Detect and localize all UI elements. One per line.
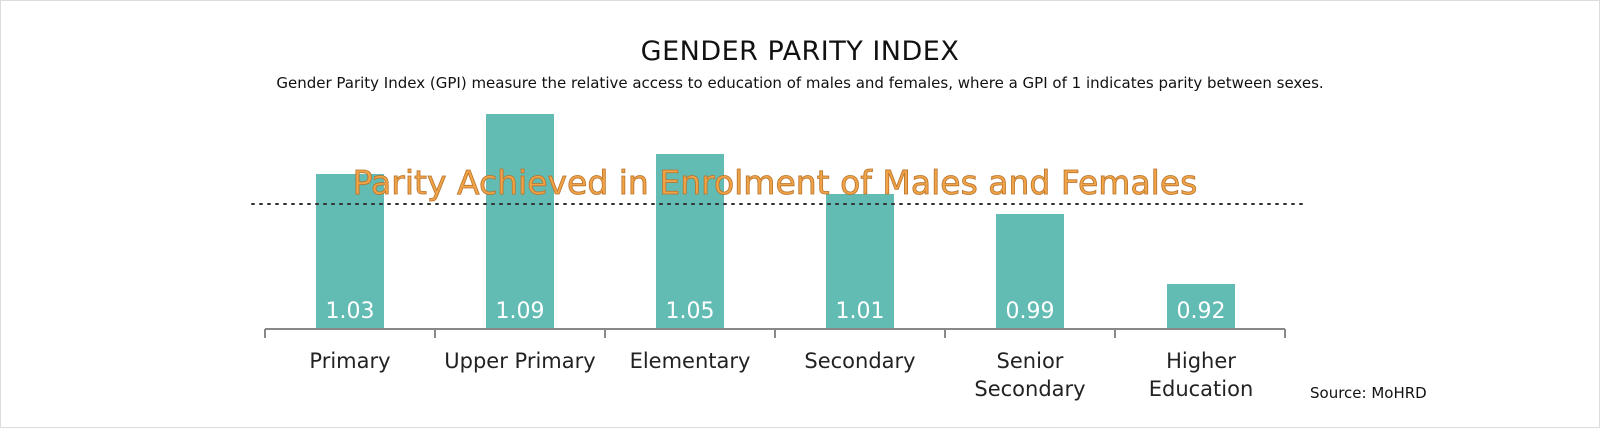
bar-5	[996, 214, 1064, 329]
chart-title: GENDER PARITY INDEX	[640, 36, 960, 67]
bar-value-label: 1.03	[326, 299, 375, 324]
bar-3	[656, 154, 724, 329]
bar-value-label: 1.01	[836, 299, 885, 324]
bar-value-label: 0.99	[1006, 299, 1055, 324]
bar-value-label: 1.09	[496, 299, 545, 324]
source-note: Source: MoHRD	[1310, 384, 1427, 402]
chart-subtitle: Gender Parity Index (GPI) measure the re…	[276, 74, 1324, 92]
category-label: Upper Primary	[444, 349, 595, 373]
bar-value-label: 1.05	[666, 299, 715, 324]
bar-1	[316, 174, 384, 329]
bar-2	[486, 114, 554, 329]
parity-annotation: Parity Achieved in Enrolment of Males an…	[353, 163, 1198, 202]
category-label: Secondary	[804, 349, 915, 373]
category-label: Higher Education	[1149, 349, 1254, 401]
bar-6	[1167, 284, 1235, 329]
category-label: Primary	[309, 349, 390, 373]
bar-4	[826, 194, 894, 329]
category-label: Senior Secondary	[974, 349, 1085, 401]
bar-value-label: 0.92	[1177, 299, 1226, 324]
category-label: Elementary	[630, 349, 751, 373]
